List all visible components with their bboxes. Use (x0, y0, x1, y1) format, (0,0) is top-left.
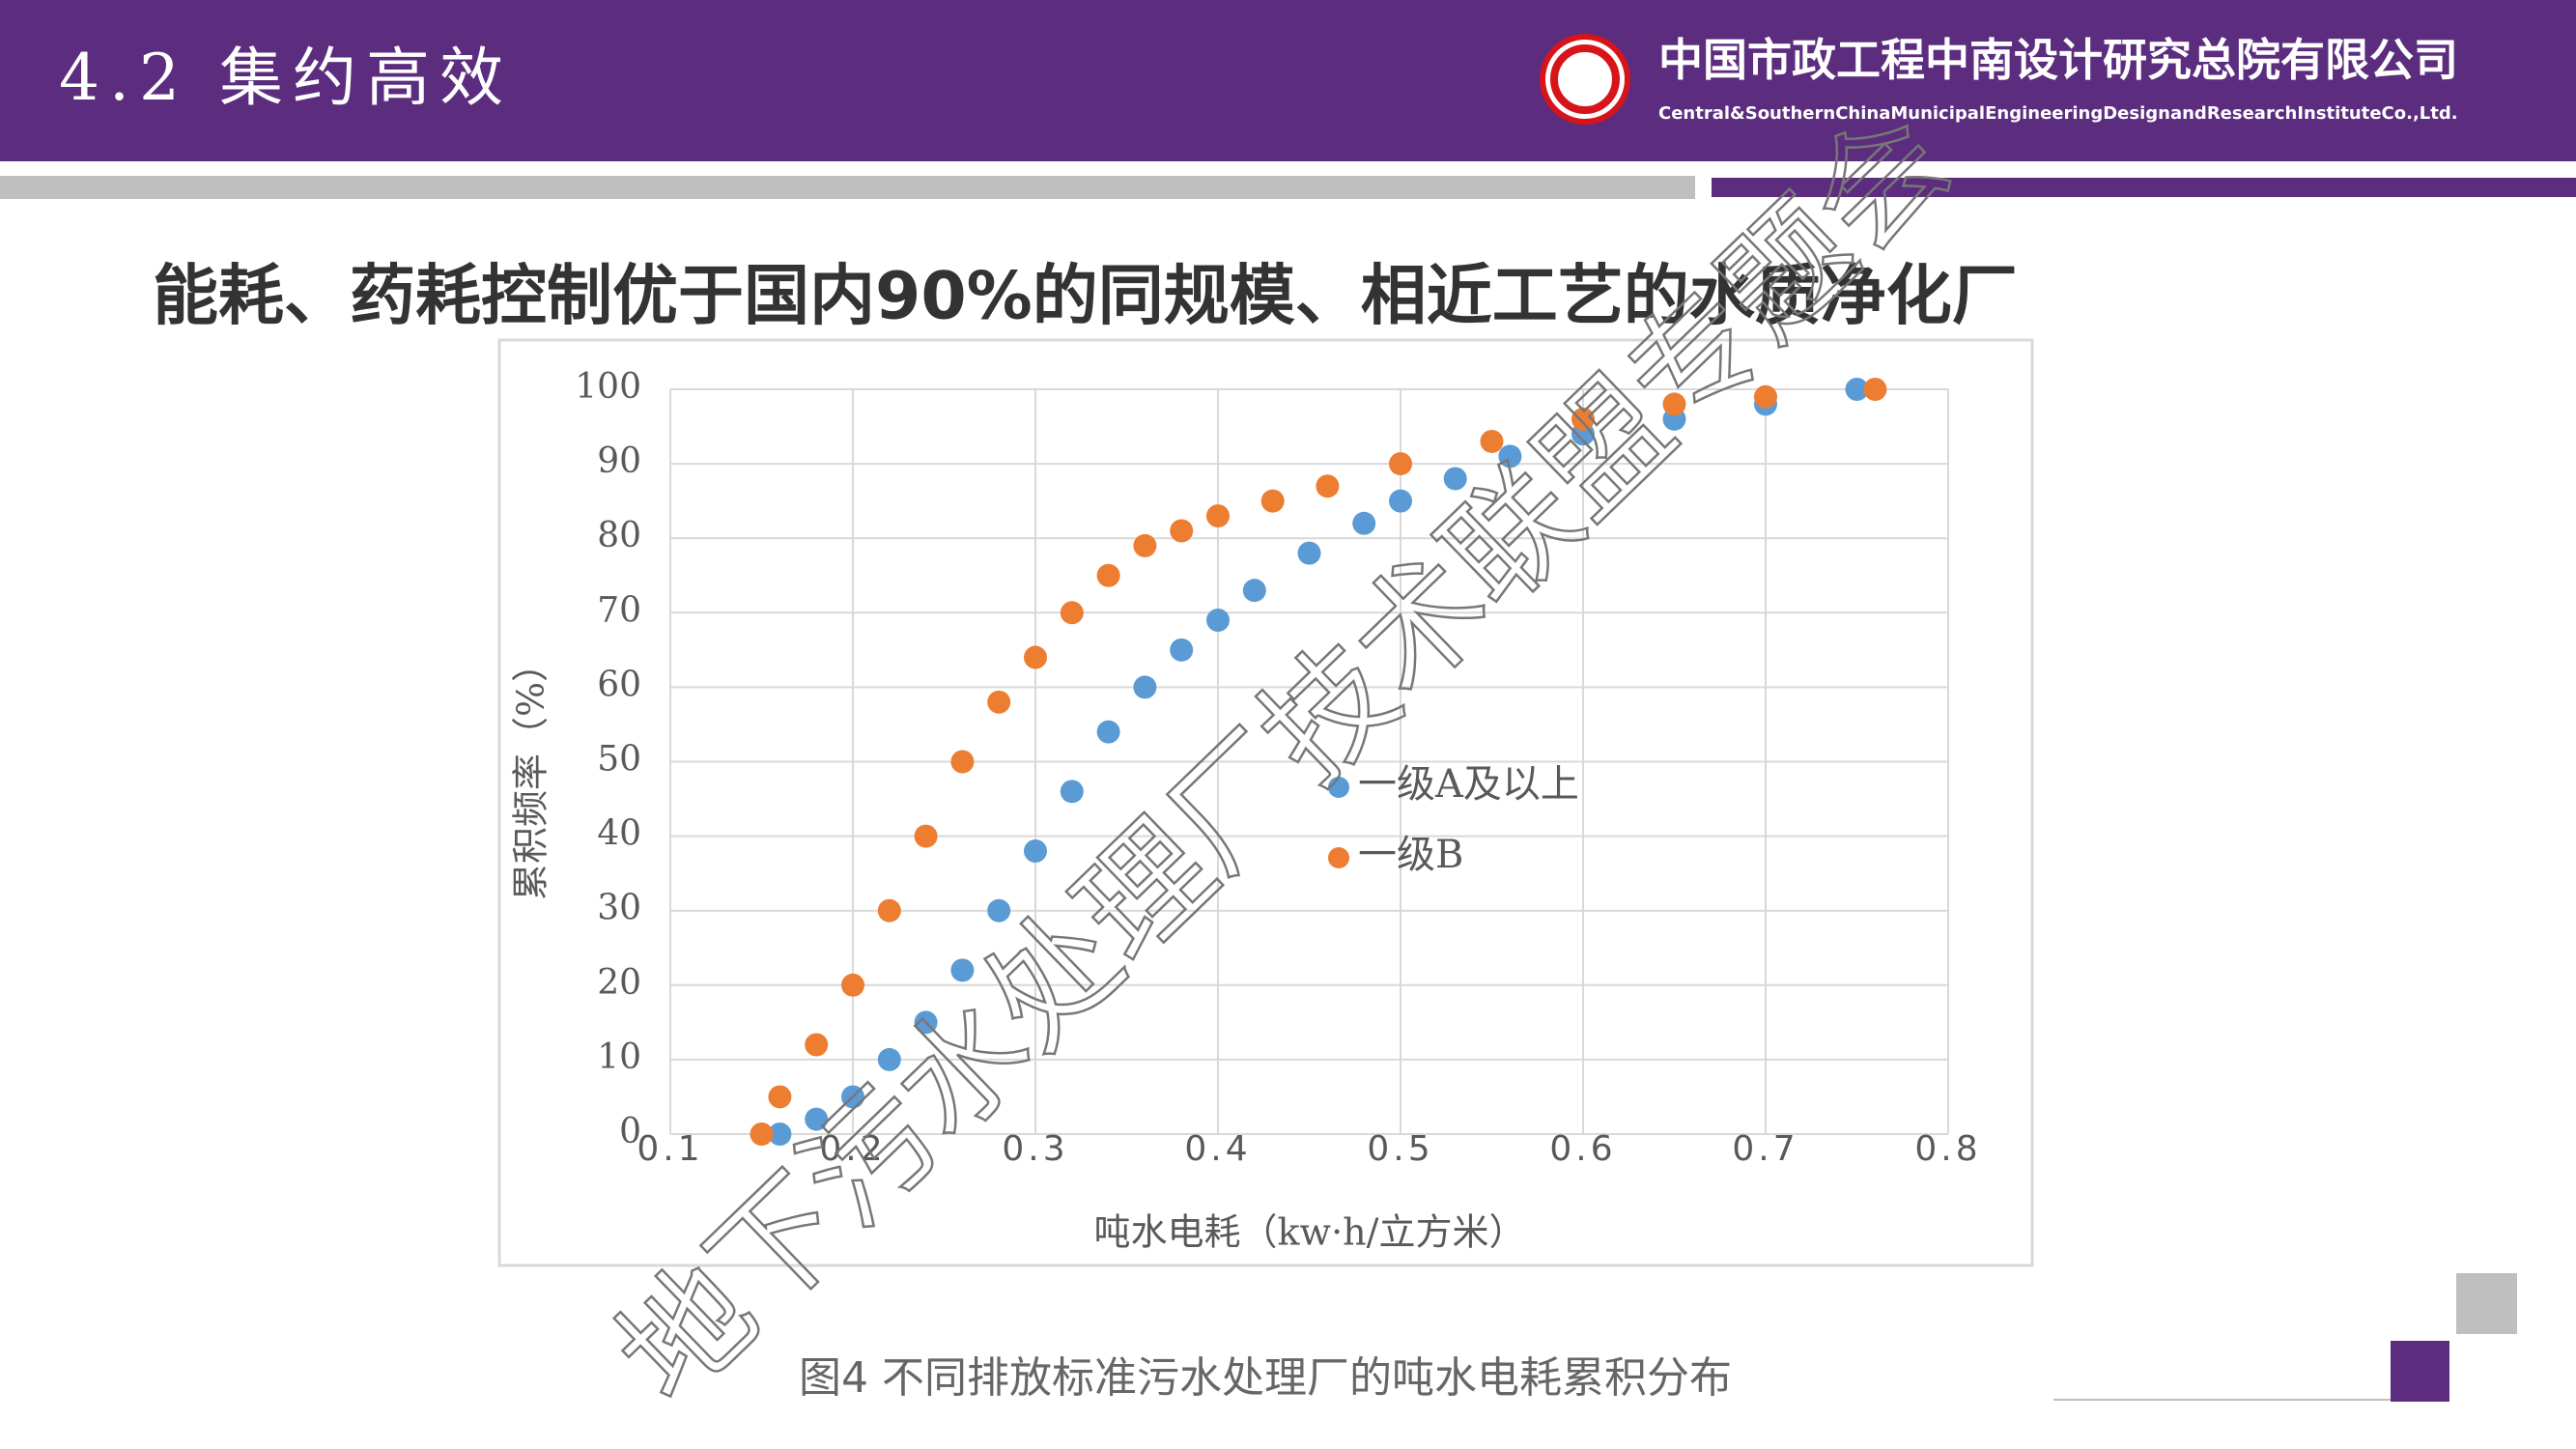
company-name: 中国市政工程中南设计研究总院有限公司 (1658, 34, 2458, 86)
x-tick-label: 0.1 (637, 1129, 703, 1169)
data-point (1024, 645, 1047, 669)
data-point (841, 973, 864, 997)
plot: 0 10 20 30 40 50 60 70 80 90 100 0.1 0.2 0.3 0.4 0.5 0.6… (510, 367, 1981, 1254)
deco-square-gray (2456, 1273, 2517, 1334)
y-tick-label: 30 (597, 889, 641, 928)
data-point (1316, 474, 1340, 498)
data-point (1060, 601, 1084, 625)
data-point (841, 1085, 864, 1109)
data-point (877, 898, 901, 923)
legend-marker (1328, 777, 1349, 798)
y-tick-label: 80 (597, 516, 641, 555)
x-axis-label: 吨水电耗（kw·h/立方米） (1094, 1211, 1526, 1254)
data-point (950, 958, 975, 982)
x-tick-label: 0.5 (1367, 1129, 1433, 1169)
caption: 图4 不同排放标准污水处理厂的吨水电耗累积分布 (799, 1353, 1732, 1403)
data-point (1096, 563, 1120, 587)
section-title: 4.2 集约高效 (59, 41, 513, 115)
x-tick-label: 0.7 (1732, 1129, 1798, 1169)
deco-square-purple (2391, 1341, 2449, 1402)
data-point (1133, 533, 1157, 557)
data-point (1845, 378, 1869, 401)
data-point (1389, 489, 1412, 513)
data-point (1024, 839, 1047, 864)
data-point (987, 898, 1011, 923)
data-point (1443, 467, 1467, 491)
data-point (1096, 720, 1120, 744)
header-band (0, 0, 2576, 161)
data-point (1060, 780, 1084, 804)
data-point (750, 1122, 774, 1146)
data-point (1260, 489, 1285, 513)
x-tick-label: 0.4 (1184, 1129, 1251, 1169)
divider-purple (1712, 178, 2576, 197)
legend-marker (1328, 847, 1349, 868)
y-tick-label: 40 (597, 814, 641, 854)
data-point (768, 1085, 792, 1109)
company-name-en: Central&SouthernChinaMunicipalEngineerin… (1658, 103, 2458, 124)
data-point (1480, 429, 1504, 453)
y-tick-label: 60 (597, 665, 641, 704)
data-point (805, 1033, 829, 1057)
data-point (1242, 579, 1266, 603)
y-axis-label: 累积频率（%） (510, 645, 552, 900)
data-point (914, 824, 938, 848)
data-point (1498, 444, 1522, 469)
y-tick-label: 90 (597, 441, 641, 481)
data-point (1754, 384, 1777, 409)
x-tick-label: 0.8 (1914, 1129, 1981, 1169)
x-tick-label: 0.2 (819, 1129, 886, 1169)
y-tick-label: 20 (597, 963, 641, 1003)
y-tick-label: 10 (597, 1037, 641, 1077)
data-point (950, 750, 975, 774)
data-point (1170, 519, 1194, 543)
data-point (805, 1107, 829, 1131)
y-tick-label: 50 (597, 740, 641, 780)
data-point (1206, 504, 1230, 528)
data-point (1389, 452, 1412, 476)
data-point (1170, 638, 1194, 662)
y-tick-label: 100 (575, 367, 641, 407)
x-tick-label: 0.3 (1002, 1129, 1068, 1169)
data-point (987, 690, 1011, 714)
x-tick-label: 0.6 (1549, 1129, 1616, 1169)
legend-label: 一级A及以上 (1358, 762, 1579, 807)
data-point (1133, 675, 1157, 699)
logo-ring (1550, 44, 1620, 114)
divider-gray (0, 176, 1695, 199)
data-point (768, 1122, 792, 1146)
data-point (877, 1047, 901, 1071)
legend-label: 一级B (1358, 833, 1463, 877)
data-point (914, 1010, 938, 1035)
y-tick-label: 0 (619, 1112, 641, 1151)
data-point (1571, 407, 1595, 431)
headline: 能耗、药耗控制优于国内90%的同规模、相近工艺的水质净化厂 (153, 259, 2018, 335)
data-point (1863, 378, 1887, 401)
data-point (1297, 541, 1321, 565)
y-tick-label: 70 (597, 590, 641, 630)
data-point (1206, 609, 1230, 633)
data-point (1352, 511, 1376, 535)
data-point (1662, 392, 1686, 416)
